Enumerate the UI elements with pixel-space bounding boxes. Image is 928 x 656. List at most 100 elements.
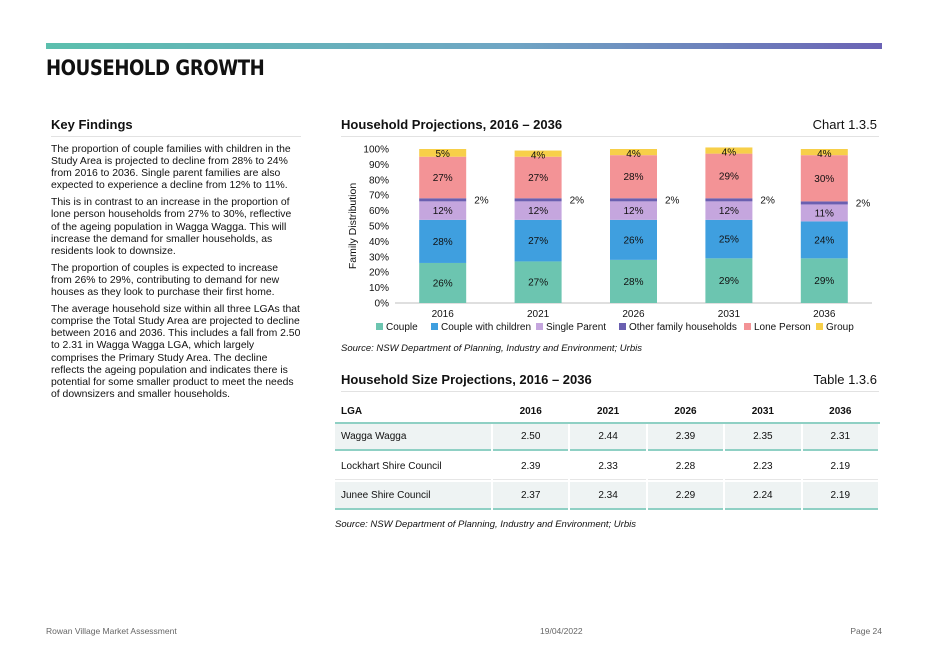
data-label: 12% <box>433 206 453 217</box>
bar-segment <box>514 219 562 262</box>
page-title: HOUSEHOLD GROWTH <box>46 56 265 80</box>
y-tick-label: 60% <box>369 206 389 217</box>
table-row: Lockhart Shire Council 2.39 2.33 2.28 2.… <box>335 453 878 480</box>
bar-segment <box>705 147 753 154</box>
key-findings-paragraph: The average household size within all th… <box>51 304 301 400</box>
column-header: 2016 <box>519 405 542 417</box>
x-tick-label: 2026 <box>622 309 645 320</box>
data-label: 29% <box>719 276 739 287</box>
chart-heading-divider <box>341 136 879 137</box>
table-cell: 2.39 <box>493 453 569 480</box>
y-tick-label: 0% <box>375 299 390 310</box>
table-cell: 2.50 <box>493 423 569 451</box>
y-tick-label: 80% <box>369 175 389 186</box>
data-label: 25% <box>719 235 739 246</box>
household-projections-chart: 0% 10% 20% 30% 40% 50% 60% 70% 80% 90% 100% Family … <box>347 145 872 333</box>
bar-segment <box>514 198 562 202</box>
bar-segment <box>800 155 848 202</box>
bar-segment <box>610 259 657 303</box>
key-findings-paragraph: The proportion of couple families with c… <box>51 144 291 192</box>
data-label: 27% <box>433 173 453 184</box>
header-accent-bar <box>46 43 882 49</box>
column-header: 2021 <box>596 405 620 417</box>
data-label: 4% <box>531 151 546 162</box>
table-cell: 2.24 <box>725 482 801 510</box>
legend-label: Other family households <box>629 322 737 333</box>
data-label: 26% <box>623 235 643 246</box>
legend-swatch <box>744 323 751 330</box>
legend-label: Couple <box>386 322 418 333</box>
x-tick-label: 2016 <box>432 309 455 320</box>
table-cell: 2.19 <box>802 453 878 480</box>
data-label: 12% <box>623 206 643 217</box>
legend-swatch <box>536 323 543 330</box>
table-row: Junee Shire Council 2.37 2.34 2.29 2.24 … <box>335 482 878 510</box>
table-heading: Household Size Projections, 2016 – 2036 <box>341 372 592 387</box>
data-label: 30% <box>814 174 834 185</box>
legend-swatch <box>431 323 438 330</box>
y-tick-label: 50% <box>369 222 389 233</box>
bar-segment <box>705 198 753 202</box>
table-cell: 2.23 <box>725 453 801 480</box>
table-cell: Junee Shire Council <box>335 482 491 510</box>
data-label: 26% <box>433 278 453 289</box>
y-tick-label: 90% <box>369 160 389 171</box>
key-findings-divider <box>51 136 301 137</box>
table-source: Source: NSW Department of Planning, Indu… <box>335 519 636 530</box>
legend-label: Group <box>826 322 854 333</box>
y-tick-label: 70% <box>369 191 389 202</box>
legend-label: Lone Person <box>754 322 811 333</box>
bar-segment <box>800 204 848 222</box>
bar-segment <box>514 156 562 199</box>
household-size-table: LGA 2016 2021 2026 2031 2036 Wagga Wagga… <box>333 399 880 512</box>
x-tick-label: 2021 <box>527 309 550 320</box>
bar-segment <box>610 201 657 220</box>
bar-segment <box>419 262 467 303</box>
data-label: 29% <box>814 276 834 287</box>
column-header: 2026 <box>674 405 697 417</box>
data-label: 12% <box>719 206 739 217</box>
data-label: 4% <box>626 149 641 160</box>
data-label: 4% <box>722 147 737 158</box>
bar-segment <box>514 150 562 157</box>
bar-segment <box>419 198 467 202</box>
bar-segment <box>514 261 562 303</box>
bar-segment <box>800 201 848 205</box>
table-cell: 2.29 <box>647 482 724 510</box>
bar-segment <box>705 201 753 220</box>
legend-swatch <box>376 323 383 330</box>
data-label: 29% <box>719 171 739 182</box>
y-axis-title: Family Distribution <box>347 183 359 270</box>
x-tick-label: 2031 <box>718 309 741 320</box>
table-reference: Table 1.3.6 <box>813 372 877 387</box>
table-cell: 2.28 <box>647 453 724 480</box>
y-tick-label: 100% <box>363 145 389 156</box>
y-tick-label: 20% <box>369 268 389 279</box>
bar-segment <box>800 258 848 303</box>
key-findings-heading: Key Findings <box>51 117 133 132</box>
table-cell: 2.31 <box>802 423 878 451</box>
legend-swatch <box>816 323 823 330</box>
legend-label: Single Parent <box>546 322 606 333</box>
bar-segment <box>800 149 848 156</box>
table-cell: Wagga Wagga <box>335 423 491 451</box>
bar-segment <box>610 155 657 199</box>
key-findings-paragraph: The proportion of couples is expected to… <box>51 262 280 299</box>
data-label: 24% <box>814 235 834 246</box>
table-cell: 2.35 <box>725 423 801 451</box>
table-heading-divider <box>341 391 879 392</box>
footer-date: 19/04/2022 <box>540 626 583 636</box>
legend-label: Couple with children <box>441 322 531 333</box>
table-cell: 2.33 <box>570 453 646 480</box>
table-cell: 2.39 <box>647 423 724 451</box>
chart-reference: Chart 1.3.5 <box>812 117 877 132</box>
bar-segment <box>800 221 848 259</box>
y-tick-label: 10% <box>369 283 389 294</box>
data-label: 12% <box>528 206 548 217</box>
column-header: 2031 <box>751 405 774 417</box>
table-header-row: LGA 2016 2021 2026 2031 2036 <box>335 401 878 421</box>
table-cell: 2.37 <box>493 482 569 510</box>
bar-segment <box>705 258 753 303</box>
data-label: 11% <box>815 208 834 219</box>
key-findings-body: The proportion of couple families with c… <box>51 144 301 406</box>
